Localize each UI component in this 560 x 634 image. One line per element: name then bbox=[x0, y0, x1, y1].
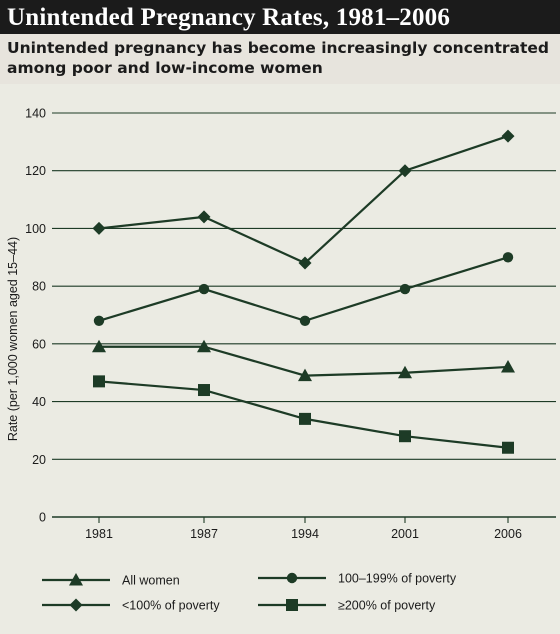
x-tick-label: 2006 bbox=[494, 527, 522, 541]
x-tick-label: 1994 bbox=[291, 527, 319, 541]
x-tick-label: 2001 bbox=[391, 527, 419, 541]
data-point-circle bbox=[399, 283, 411, 295]
subtitle-box: Unintended pregnancy has become increasi… bbox=[0, 34, 560, 84]
data-point-circle bbox=[502, 252, 514, 263]
legend: All women 100–199% of poverty <100% of pov… bbox=[42, 572, 457, 613]
legend-marker-circle bbox=[286, 572, 298, 584]
data-point-diamond bbox=[197, 210, 211, 224]
plot-background bbox=[0, 84, 560, 634]
legend-item: 100–199% of poverty bbox=[258, 572, 457, 586]
y-tick-label: 60 bbox=[32, 337, 46, 351]
data-point-square bbox=[93, 375, 105, 388]
legend-marker-triangle bbox=[69, 573, 83, 586]
title-bar: Unintended Pregnancy Rates, 1981–2006 bbox=[0, 0, 560, 34]
series-diamond bbox=[92, 129, 515, 270]
y-tick-label: 120 bbox=[25, 164, 46, 178]
series-line bbox=[99, 345, 509, 377]
data-point-square bbox=[299, 412, 311, 425]
data-point-circle bbox=[299, 315, 311, 326]
data-point-triangle bbox=[298, 368, 312, 382]
series-group bbox=[92, 129, 515, 454]
legend-label: 100–199% of poverty bbox=[338, 572, 457, 586]
data-point-circle bbox=[93, 315, 105, 326]
data-point-diamond bbox=[501, 129, 515, 143]
data-point-diamond bbox=[92, 221, 106, 235]
legend-item: All women bbox=[42, 573, 180, 588]
legend-item: <100% of poverty bbox=[42, 598, 220, 613]
data-point-triangle bbox=[501, 359, 515, 373]
legend-marker-square bbox=[286, 599, 298, 611]
series-triangle bbox=[92, 339, 515, 382]
legend-label: All women bbox=[122, 574, 180, 588]
x-tick-label: 1981 bbox=[85, 527, 113, 541]
data-point-square bbox=[502, 441, 514, 454]
chart-title: Unintended Pregnancy Rates, 1981–2006 bbox=[7, 4, 451, 31]
legend-label: <100% of poverty bbox=[122, 599, 220, 613]
series-circle bbox=[93, 252, 514, 326]
y-tick-label: 40 bbox=[32, 395, 46, 409]
data-point-square bbox=[399, 430, 411, 443]
data-point-triangle bbox=[398, 365, 412, 379]
chart-subtitle: Unintended pregnancy has become increasi… bbox=[7, 39, 549, 77]
data-point-diamond bbox=[298, 256, 312, 270]
data-point-diamond bbox=[398, 164, 412, 178]
y-tick-label: 20 bbox=[32, 453, 46, 467]
data-point-square bbox=[198, 384, 210, 397]
x-tick-label: 1987 bbox=[190, 527, 218, 541]
legend-marker-diamond bbox=[69, 598, 83, 612]
y-tick-labels: 0 20 40 60 80 100 120 140 bbox=[25, 107, 46, 525]
data-point-circle bbox=[198, 283, 210, 295]
data-point-triangle bbox=[197, 339, 211, 353]
gridlines bbox=[52, 112, 556, 518]
x-axis: 1981 1987 1994 2001 2006 bbox=[85, 517, 522, 541]
y-tick-label: 140 bbox=[25, 107, 46, 121]
legend-label: ≥200% of poverty bbox=[338, 599, 436, 613]
data-point-triangle bbox=[92, 339, 106, 353]
legend-item: ≥200% of poverty bbox=[258, 599, 436, 613]
y-axis-label: Rate (per 1,000 women aged 15–44) bbox=[6, 237, 20, 441]
y-tick-label: 0 bbox=[39, 511, 46, 525]
series-line bbox=[98, 135, 509, 265]
series-square bbox=[93, 375, 514, 454]
y-tick-label: 80 bbox=[32, 280, 46, 294]
y-tick-label: 100 bbox=[25, 222, 46, 236]
